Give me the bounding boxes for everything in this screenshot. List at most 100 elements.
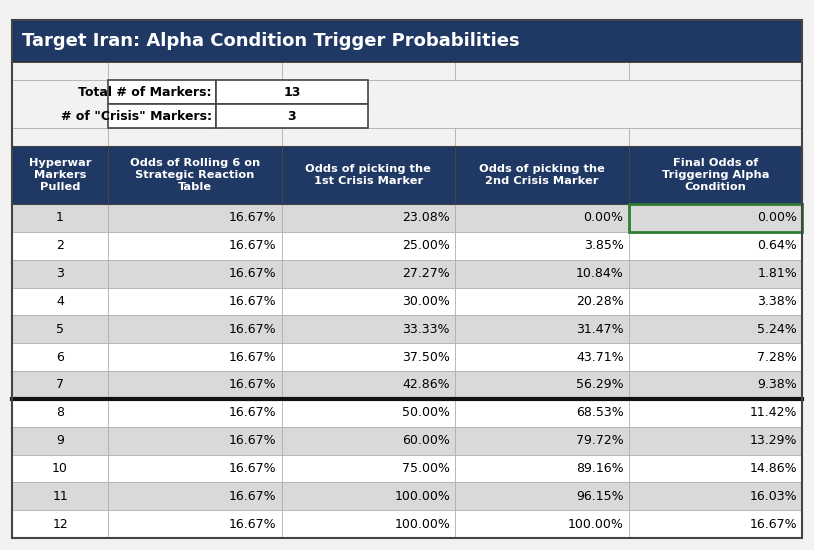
Text: 9.38%: 9.38% [757, 378, 797, 392]
Bar [455, 232, 628, 260]
Bar [282, 371, 455, 399]
Text: Hyperwar
Markers
Pulled: Hyperwar Markers Pulled [28, 158, 91, 192]
Text: 3.85%: 3.85% [584, 239, 624, 252]
Bar [108, 62, 282, 80]
Bar [12, 128, 802, 146]
Text: 9: 9 [56, 434, 64, 447]
Text: 16.67%: 16.67% [229, 490, 277, 503]
Text: 42.86%: 42.86% [402, 378, 450, 392]
Bar [628, 454, 802, 482]
Text: Odds of Rolling 6 on
Strategic Reaction
Table: Odds of Rolling 6 on Strategic Reaction … [129, 158, 260, 192]
Bar [628, 371, 802, 399]
Bar [628, 128, 802, 146]
Bar [12, 232, 108, 260]
Text: 31.47%: 31.47% [575, 323, 624, 336]
Text: 8: 8 [56, 406, 64, 419]
Bar [455, 62, 628, 80]
Text: 1.81%: 1.81% [757, 267, 797, 280]
Bar [12, 399, 108, 427]
Bar [282, 343, 455, 371]
Bar [455, 482, 628, 510]
Bar [108, 482, 282, 510]
Bar [108, 104, 216, 128]
Bar [628, 482, 802, 510]
Text: 3: 3 [287, 109, 296, 123]
Bar [282, 146, 455, 204]
Text: 5.24%: 5.24% [757, 323, 797, 336]
Text: # of "Crisis" Markers:: # of "Crisis" Markers: [61, 109, 212, 123]
Bar [628, 315, 802, 343]
Text: 25.00%: 25.00% [402, 239, 450, 252]
Bar [108, 204, 282, 232]
Text: 37.50%: 37.50% [402, 350, 450, 364]
Bar [12, 204, 108, 232]
Bar [108, 399, 282, 427]
Bar [455, 315, 628, 343]
Text: 10: 10 [52, 462, 68, 475]
Bar [108, 371, 282, 399]
Bar [108, 510, 282, 538]
Bar [282, 427, 455, 454]
Bar [12, 62, 108, 80]
Bar [282, 454, 455, 482]
Bar [455, 399, 628, 427]
Bar [216, 80, 368, 104]
Text: 79.72%: 79.72% [575, 434, 624, 447]
Text: 33.33%: 33.33% [403, 323, 450, 336]
Text: 11: 11 [52, 490, 68, 503]
Text: 75.00%: 75.00% [402, 462, 450, 475]
Text: 43.71%: 43.71% [575, 350, 624, 364]
Bar [108, 427, 282, 454]
Bar [282, 510, 455, 538]
Text: 16.67%: 16.67% [750, 518, 797, 531]
Bar [12, 62, 802, 80]
Text: 16.67%: 16.67% [229, 211, 277, 224]
Bar [216, 104, 368, 128]
Bar [628, 427, 802, 454]
Text: 16.67%: 16.67% [229, 434, 277, 447]
Bar [628, 146, 802, 204]
Bar [455, 454, 628, 482]
Bar [628, 288, 802, 315]
Bar [628, 204, 802, 232]
Text: 13.29%: 13.29% [750, 434, 797, 447]
Text: 10.84%: 10.84% [575, 267, 624, 280]
Text: 20.28%: 20.28% [575, 295, 624, 308]
Text: 100.00%: 100.00% [394, 518, 450, 531]
Text: 16.03%: 16.03% [750, 490, 797, 503]
Text: 2: 2 [56, 239, 64, 252]
Text: 11.42%: 11.42% [750, 406, 797, 419]
Text: 0.00%: 0.00% [584, 211, 624, 224]
Bar [108, 128, 282, 146]
Bar [12, 20, 802, 62]
Bar [282, 399, 455, 427]
Text: 14.86%: 14.86% [750, 462, 797, 475]
Bar [12, 343, 108, 371]
Text: 89.16%: 89.16% [575, 462, 624, 475]
Text: 16.67%: 16.67% [229, 518, 277, 531]
Text: Target Iran: Alpha Condition Trigger Probabilities: Target Iran: Alpha Condition Trigger Pro… [22, 32, 519, 50]
Text: 68.53%: 68.53% [575, 406, 624, 419]
Bar [282, 482, 455, 510]
Bar [108, 288, 282, 315]
Text: 16.67%: 16.67% [229, 350, 277, 364]
Text: Odds of picking the
2nd Crisis Marker: Odds of picking the 2nd Crisis Marker [479, 164, 605, 186]
Bar [12, 128, 108, 146]
Bar [455, 427, 628, 454]
Bar [12, 146, 108, 204]
Bar [628, 343, 802, 371]
Text: Total # of Markers:: Total # of Markers: [78, 85, 212, 98]
Bar [108, 146, 282, 204]
Bar [12, 371, 108, 399]
Text: 16.67%: 16.67% [229, 267, 277, 280]
Text: 50.00%: 50.00% [402, 406, 450, 419]
Text: 56.29%: 56.29% [575, 378, 624, 392]
Bar [282, 204, 455, 232]
Bar [12, 260, 108, 288]
Text: 3: 3 [56, 267, 64, 280]
Text: 23.08%: 23.08% [402, 211, 450, 224]
Text: 13: 13 [283, 85, 300, 98]
Bar [628, 260, 802, 288]
Bar [12, 427, 108, 454]
Bar [455, 510, 628, 538]
